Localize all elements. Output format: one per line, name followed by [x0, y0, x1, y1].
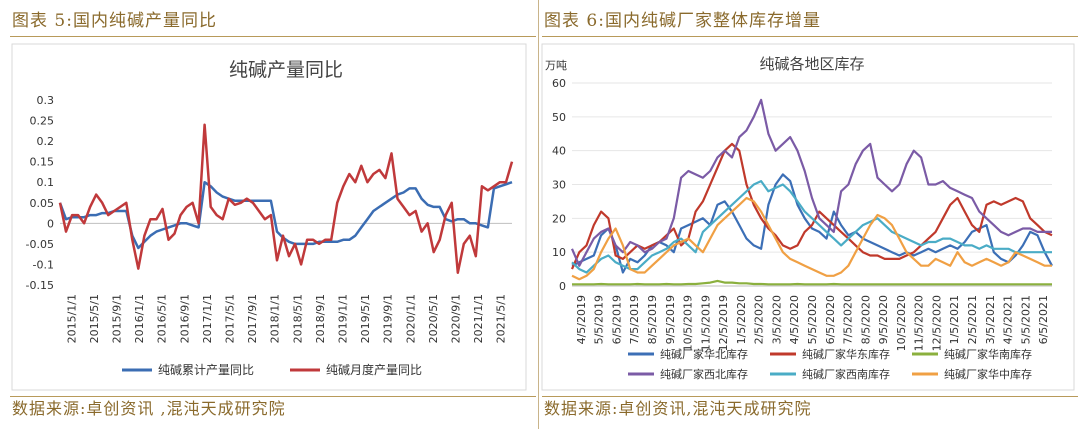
- x-tick-label: 2020/5/1: [427, 294, 440, 343]
- legend-label: 纯碱厂家华东库存: [802, 347, 890, 361]
- x-tick-label: 2021/1/1: [472, 294, 485, 343]
- x-tick-label: 9/5/2019: [664, 295, 677, 344]
- y-tick-label: -0.1: [33, 258, 54, 271]
- chart-title: 纯碱产量同比: [229, 59, 343, 81]
- x-tick-label: 5/5/2021: [1019, 295, 1032, 344]
- y-tick-label: 40: [552, 145, 566, 158]
- x-tick-label: 2017/5/1: [224, 294, 237, 343]
- x-tick-label: 2018/5/1: [291, 294, 304, 343]
- y-tick-label: 0.15: [30, 156, 55, 169]
- legend-label: 纯碱厂家华北库存: [660, 347, 748, 361]
- series-line: [58, 123, 514, 274]
- legend-label: 纯碱月度产量同比: [326, 362, 422, 377]
- y-tick-label: 0.25: [30, 115, 55, 128]
- x-tick-label: 2015/9/1: [111, 294, 124, 343]
- legend-label: 纯碱厂家华中库存: [944, 367, 1032, 381]
- y-tick-label: 0: [559, 280, 566, 293]
- left-panel: 图表 5:国内纯碱产量同比 纯碱产量同比 0.3 0.25 0.2 0.15 0.1 0.0…: [0, 0, 538, 429]
- x-tick-label: 5/5/2019: [593, 295, 606, 344]
- x-tick-label: 2019/9/1: [382, 294, 395, 343]
- legend-label: 纯碱厂家西南库存: [802, 367, 890, 381]
- x-tick-label: 2016/5/1: [156, 294, 169, 343]
- panel-divider: [538, 0, 539, 429]
- left-panel-heading: 图表 5:国内纯碱产量同比: [12, 11, 217, 31]
- x-tick-label: 2015/1/1: [65, 294, 78, 343]
- y-tick-label: 0: [47, 217, 54, 230]
- y-tick-label: 50: [552, 111, 566, 124]
- x-tick-label: 2019/1/1: [337, 294, 350, 343]
- y-tick-label: 60: [552, 77, 566, 90]
- x-tick-label: 1/5/2021: [948, 295, 961, 344]
- x-tick-label: 2018/9/1: [314, 294, 327, 343]
- x-tick-label: 7/5/2019: [628, 295, 641, 344]
- x-tick-label: 12/5/2019: [717, 295, 730, 351]
- chart-title: 纯碱各地区库存: [759, 55, 864, 73]
- y-tick-label: 20: [552, 212, 566, 225]
- right-panel: 图表 6:国内纯碱厂家整体库存增量 纯碱各地区库存 万吨 60 50 40 30 20 10 0…: [540, 0, 1080, 429]
- series-line: [571, 180, 1052, 274]
- x-tick-label: 11/5/2019: [699, 295, 712, 351]
- x-tick-label: 2016/1/1: [133, 294, 146, 343]
- production-yoy-chart: 纯碱产量同比 0.3 0.25 0.2 0.15 0.1 0.05 0 -0.05 -0.1 -0.…: [11, 43, 527, 391]
- series-line: [572, 279, 1052, 286]
- x-tick-label: 2017/1/1: [201, 294, 214, 343]
- left-heading-rule: [10, 36, 536, 37]
- legend-label: 纯碱累计产量同比: [158, 363, 254, 377]
- series-line: [571, 196, 1052, 281]
- chart-frame: [541, 43, 1075, 391]
- regional-inventory-chart: 纯碱各地区库存 万吨 60 50 40 30 20 10 0 4/5/2019 5/5/2019 6/…: [541, 43, 1075, 391]
- x-tick-label: 6/5/2019: [610, 295, 623, 344]
- x-tick-label: 6/5/2021: [1037, 295, 1050, 344]
- series-line: [570, 142, 1053, 270]
- chart-frame: [11, 43, 527, 391]
- x-tick-label: 7/5/2020: [842, 295, 855, 344]
- y-tick-label: -0.15: [26, 279, 54, 292]
- x-tick-label: 3/5/2020: [770, 295, 783, 344]
- x-tick-label: 2021/5/1: [495, 294, 508, 343]
- x-tick-label: 2/5/2020: [753, 295, 766, 344]
- x-tick-label: 8/5/2019: [646, 295, 659, 344]
- series-line: [58, 180, 513, 250]
- right-heading-rule: [542, 36, 1078, 37]
- x-tick-label: 10/5/2020: [895, 295, 908, 351]
- right-source-rule: [542, 396, 1078, 397]
- right-panel-source: 数据来源:卓创资讯,混沌天成研究院: [544, 399, 812, 418]
- series-line: [570, 98, 1052, 267]
- x-tick-label: 11/5/2020: [913, 295, 926, 351]
- y-unit-label: 万吨: [545, 59, 567, 72]
- legend-label: 纯碱厂家西北库存: [660, 367, 748, 381]
- x-tick-label: 5/5/2020: [806, 295, 819, 344]
- y-tick-label: 0.1: [37, 176, 55, 189]
- x-tick-label: 2018/1/1: [269, 294, 282, 343]
- y-tick-label: 30: [552, 179, 566, 192]
- y-tick-label: -0.05: [26, 238, 54, 251]
- x-tick-label: 2015/5/1: [88, 294, 101, 343]
- y-tick-label: 0.3: [37, 94, 55, 107]
- y-tick-label: 10: [552, 246, 566, 259]
- x-tick-label: 2016/9/1: [178, 294, 191, 343]
- x-tick-label: 9/5/2020: [877, 295, 890, 344]
- x-tick-label: 8/5/2020: [859, 295, 872, 344]
- x-tick-label: 10/5/2019: [682, 295, 695, 351]
- x-tick-label: 2020/1/1: [404, 294, 417, 343]
- x-tick-label: 3/5/2021: [984, 295, 997, 344]
- y-tick-label: 0.05: [30, 197, 55, 210]
- x-tick-label: 6/5/2020: [824, 295, 837, 344]
- left-source-rule: [10, 396, 536, 397]
- x-tick-label: 2/5/2021: [966, 295, 979, 344]
- legend-label: 纯碱厂家华南库存: [944, 347, 1032, 361]
- x-tick-label: 2020/9/1: [450, 294, 463, 343]
- x-tick-label: 4/5/2019: [575, 295, 588, 344]
- y-tick-label: 0.2: [37, 135, 55, 148]
- x-tick-label: 4/5/2020: [788, 295, 801, 344]
- x-tick-label: 1/5/2020: [735, 295, 748, 344]
- x-tick-label: 4/5/2021: [1002, 295, 1015, 344]
- x-tick-label: 12/5/2020: [930, 295, 943, 351]
- right-panel-heading: 图表 6:国内纯碱厂家整体库存增量: [544, 11, 821, 31]
- x-tick-label: 2017/9/1: [246, 294, 259, 343]
- left-panel-source: 数据来源:卓创资讯 ,混沌天成研究院: [12, 399, 286, 418]
- x-tick-label: 2019/5/1: [359, 294, 372, 343]
